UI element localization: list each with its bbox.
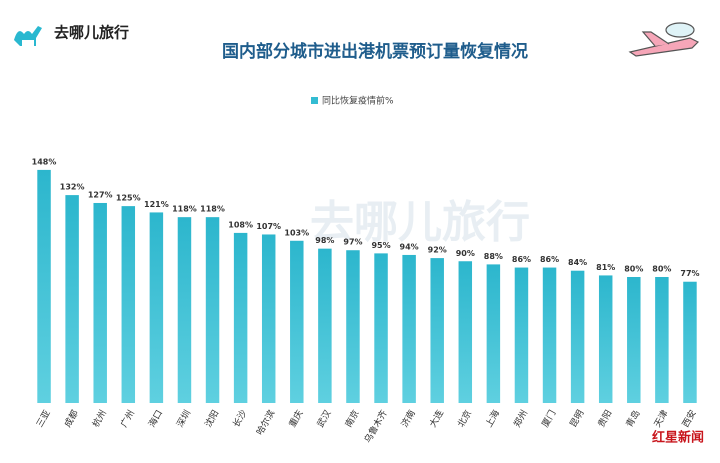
x-tick-label: 广州	[118, 408, 137, 430]
bar	[233, 232, 248, 403]
value-label: 121%	[144, 200, 169, 209]
value-label: 95%	[371, 241, 390, 250]
bar	[402, 254, 416, 403]
x-tick-label: 青岛	[623, 408, 642, 430]
bar	[683, 281, 697, 403]
x-tick-label: 大连	[427, 408, 446, 430]
bar	[486, 264, 501, 403]
value-label: 132%	[60, 183, 85, 192]
bar	[542, 267, 557, 403]
x-tick-label: 海口	[146, 408, 165, 430]
bar	[570, 270, 585, 403]
value-label: 81%	[596, 263, 615, 272]
x-tick-label: 南京	[342, 408, 361, 430]
bar	[514, 267, 529, 403]
bar	[93, 202, 107, 403]
value-label: 86%	[540, 255, 559, 264]
value-label: 125%	[116, 194, 141, 203]
source-logo: 红星新闻	[652, 430, 704, 446]
legend-label: 同比恢复疫情前%	[322, 95, 394, 107]
legend-swatch	[311, 97, 318, 104]
value-label: 90%	[456, 249, 475, 258]
x-tick-label: 昆明	[568, 408, 587, 429]
bar	[121, 206, 136, 403]
x-tick-label: 乌鲁木齐	[361, 408, 389, 445]
x-tick-label: 贵阳	[595, 408, 614, 430]
x-tick-label: 沈阳	[202, 408, 221, 430]
value-label: 108%	[228, 220, 253, 229]
x-tick-label: 武汉	[314, 408, 333, 430]
bar	[177, 217, 192, 403]
x-tick-label: 上海	[483, 408, 502, 430]
value-label: 98%	[315, 236, 334, 245]
x-tick-label: 杭州	[90, 408, 109, 430]
bar	[65, 195, 79, 403]
value-label: 103%	[284, 228, 309, 237]
brand: 去哪儿旅行	[54, 24, 129, 42]
value-label: 94%	[400, 242, 419, 251]
value-label: 97%	[343, 238, 362, 247]
bar	[205, 217, 220, 403]
x-tick-label: 长沙	[230, 408, 249, 430]
bar	[318, 248, 332, 403]
bar	[458, 261, 473, 403]
x-tick-label: 成都	[61, 408, 80, 430]
value-label: 107%	[256, 222, 281, 231]
bar	[37, 169, 51, 403]
x-tick-label: 济南	[398, 408, 417, 430]
value-label: 88%	[484, 252, 503, 261]
value-label: 80%	[624, 265, 643, 274]
plane-icon	[628, 22, 700, 57]
value-label: 118%	[172, 205, 197, 214]
x-tick-label: 天津	[652, 408, 671, 429]
value-label: 148%	[32, 157, 57, 166]
bar	[655, 277, 669, 403]
bar	[149, 212, 164, 403]
value-label: 80%	[652, 265, 671, 274]
x-tick-label: 重庆	[286, 408, 305, 430]
value-label: 127%	[88, 190, 113, 199]
brand-icon	[14, 26, 42, 46]
x-tick-label: 郑州	[511, 408, 530, 430]
x-tick-label: 厦门	[539, 408, 558, 430]
value-label: 118%	[200, 205, 225, 214]
x-tick-label: 北京	[455, 408, 474, 430]
value-label: 86%	[512, 255, 531, 264]
value-label: 92%	[428, 246, 447, 255]
x-tick-label: 深圳	[175, 408, 194, 429]
x-tick-label: 哈尔滨	[254, 408, 278, 437]
value-label: 77%	[680, 269, 699, 278]
bar	[430, 258, 444, 403]
x-tick-label: 西安	[679, 408, 698, 430]
bar	[627, 277, 641, 403]
value-label: 84%	[568, 258, 587, 267]
bar	[346, 250, 360, 403]
bar	[290, 240, 304, 403]
bar	[374, 253, 388, 403]
bar	[598, 275, 613, 403]
bar	[261, 234, 276, 403]
chart-title: 国内部分城市进出港机票预订量恢复情况	[222, 41, 528, 62]
watermark: 去哪儿旅行	[310, 197, 530, 248]
x-tick-label: 三亚	[34, 408, 53, 429]
